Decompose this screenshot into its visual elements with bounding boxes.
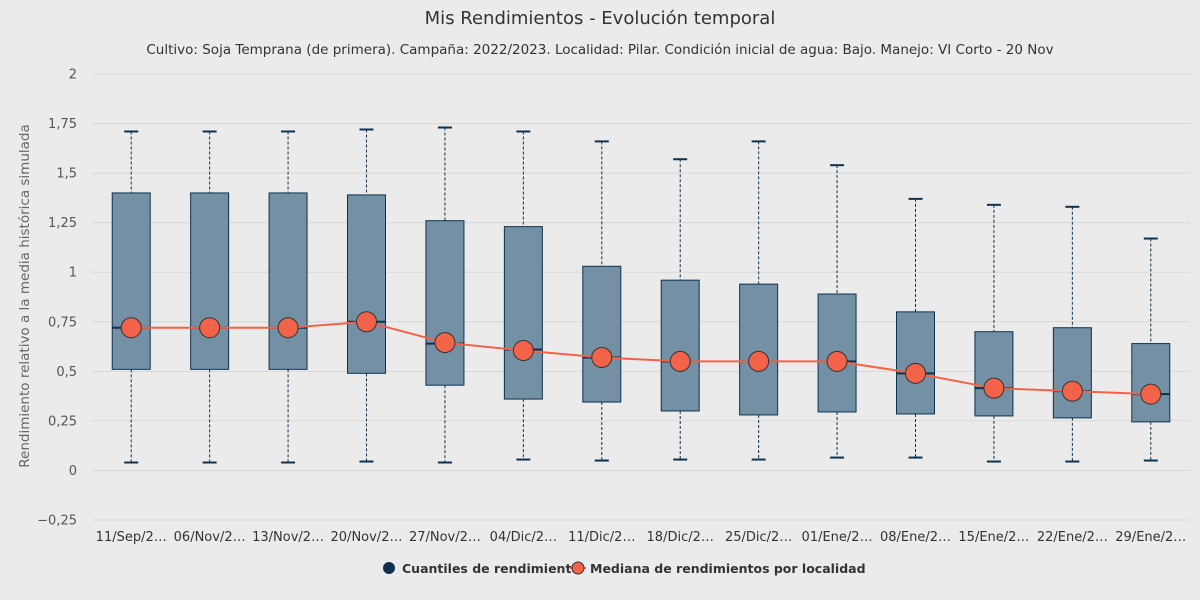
x-tick-label: 27/Nov/2… — [409, 530, 481, 545]
box-body — [268, 192, 308, 370]
box-body — [347, 194, 386, 374]
legend-item-median[interactable]: Mediana de rendimientos por localidad — [570, 561, 866, 576]
median-point[interactable] — [669, 350, 691, 372]
box-7[interactable] — [582, 140, 622, 462]
median-point[interactable] — [277, 317, 299, 339]
y-tick-label: 1,5 — [56, 167, 77, 182]
y-tick-label: 1 — [69, 266, 77, 281]
box-8[interactable] — [660, 158, 700, 461]
y-tick-label: 1,25 — [48, 216, 77, 231]
box-13[interactable] — [1052, 205, 1092, 463]
box-9[interactable] — [739, 140, 779, 461]
grid-lines — [92, 73, 1190, 521]
box-4[interactable] — [347, 128, 386, 463]
legend: Cuantiles de rendimiento Mediana de rend… — [383, 561, 866, 576]
box-body — [974, 331, 1014, 417]
y-tick-label: 0,25 — [48, 414, 77, 429]
boxplot-series[interactable] — [111, 126, 1171, 464]
x-tick-label: 18/Dic/2… — [647, 530, 714, 545]
box-11[interactable] — [896, 197, 935, 459]
box-10[interactable] — [817, 164, 857, 459]
legend-label-median: Mediana de rendimientos por localidad — [590, 561, 866, 576]
median-point[interactable] — [199, 317, 221, 339]
box-body — [1052, 327, 1092, 419]
box-12[interactable] — [974, 203, 1014, 463]
box-body — [111, 192, 151, 370]
x-tick-label: 22/Ene/2… — [1037, 530, 1108, 545]
legend-marker-quantiles — [383, 562, 395, 574]
box-3[interactable] — [268, 130, 308, 464]
x-tick-label: 11/Sep/2… — [96, 530, 167, 545]
x-tick-label: 15/Ene/2… — [958, 530, 1029, 545]
x-tick-label: 04/Dic/2… — [490, 530, 557, 545]
x-tick-label: 08/Ene/2… — [880, 530, 951, 545]
box-body — [425, 220, 465, 386]
x-tick-label: 01/Ene/2… — [802, 530, 873, 545]
median-point[interactable] — [591, 346, 613, 368]
box-body — [582, 265, 622, 403]
y-tick-label: 0,5 — [56, 365, 77, 380]
median-point[interactable] — [826, 350, 848, 372]
y-tick-label: 1,75 — [48, 117, 77, 132]
box-body — [1131, 343, 1171, 423]
box-1[interactable] — [111, 130, 151, 464]
y-tick-label: 2 — [69, 68, 77, 83]
chart-title: Mis Rendimientos - Evolución temporal — [425, 8, 776, 29]
median-point[interactable] — [356, 311, 377, 333]
x-tick-label: 06/Nov/2… — [174, 530, 246, 545]
legend-label-quantiles: Cuantiles de rendimiento — [402, 561, 580, 576]
box-body — [739, 283, 779, 416]
legend-item-quantiles[interactable]: Cuantiles de rendimiento — [383, 561, 580, 576]
box-2[interactable] — [190, 130, 230, 464]
median-point[interactable] — [748, 350, 770, 372]
median-point[interactable] — [905, 362, 926, 384]
y-tick-label: −0,25 — [37, 514, 77, 529]
y-tick-label: 0 — [69, 464, 77, 479]
x-tick-label: 13/Nov/2… — [252, 530, 324, 545]
median-line-series[interactable] — [120, 311, 1162, 405]
y-axis-ticks: −0,25 0 0,25 0,5 0,75 1 1,25 1,5 1,75 2 — [37, 68, 77, 529]
median-line — [131, 320, 1151, 396]
box-14[interactable] — [1131, 237, 1171, 462]
box-5[interactable] — [425, 126, 465, 464]
box-body — [660, 279, 700, 412]
y-axis-label: Rendimiento relativo a la media históric… — [17, 124, 33, 468]
median-point[interactable] — [1061, 380, 1083, 402]
x-tick-label: 11/Dic/2… — [568, 530, 635, 545]
box-body — [503, 226, 543, 400]
chart-subtitle: Cultivo: Soja Temprana (de primera). Cam… — [146, 42, 1053, 58]
median-point[interactable] — [983, 377, 1005, 399]
box-body — [190, 192, 230, 370]
legend-marker-median — [571, 561, 585, 575]
median-point[interactable] — [1140, 383, 1162, 405]
x-tick-label: 20/Nov/2… — [331, 530, 403, 545]
x-tick-label: 25/Dic/2… — [725, 530, 792, 545]
x-axis-ticks: 11/Sep/2… 06/Nov/2… 13/Nov/2… 20/Nov/2… 27/N… — [96, 530, 1187, 545]
median-point[interactable] — [512, 340, 534, 362]
median-point[interactable] — [120, 317, 142, 339]
x-tick-label: 29/Ene/2… — [1115, 530, 1186, 545]
y-tick-label: 0,75 — [48, 315, 77, 330]
box-6[interactable] — [503, 130, 543, 461]
median-point[interactable] — [434, 332, 456, 354]
